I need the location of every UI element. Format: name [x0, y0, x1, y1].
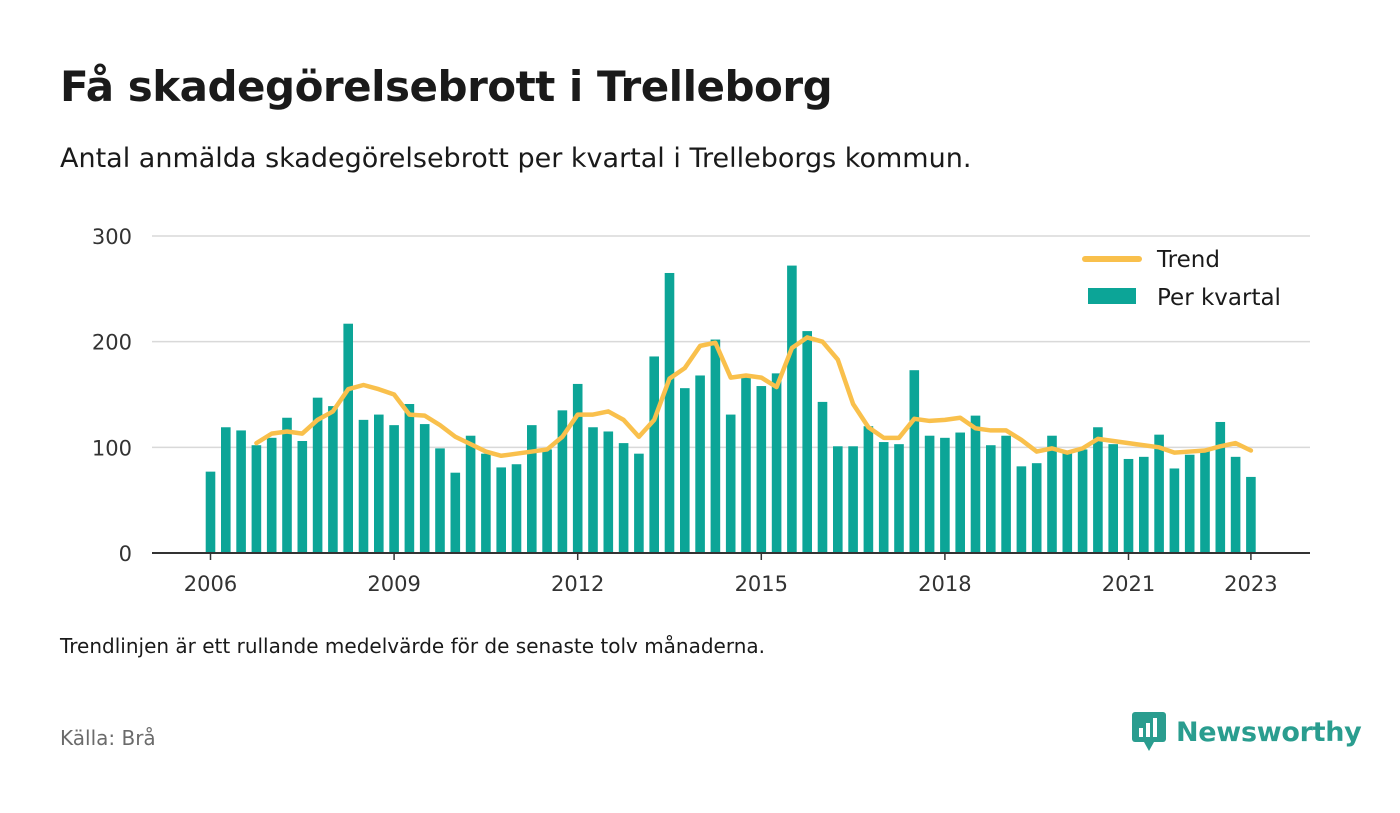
- chart-title: Få skadegörelsebrott i Trelleborg: [60, 62, 833, 111]
- bar: [787, 265, 797, 553]
- bar: [1200, 450, 1210, 553]
- bar: [1077, 449, 1088, 553]
- trend-line: [254, 335, 1254, 459]
- y-tick-label: 200: [92, 331, 132, 355]
- bar: [1154, 434, 1164, 553]
- bar: [1031, 463, 1042, 553]
- bar: [741, 374, 751, 553]
- legend: Trend Per kvartal: [1082, 247, 1281, 311]
- bar: [236, 430, 246, 553]
- bar: [1093, 427, 1103, 553]
- bar: [1108, 444, 1118, 553]
- bar: [817, 401, 828, 553]
- bar: [863, 426, 874, 553]
- bar: [649, 356, 659, 553]
- x-tick-label: 2021: [1102, 572, 1155, 596]
- bar: [1215, 421, 1226, 553]
- brand-logo[interactable]: Newsworthy: [1132, 712, 1362, 752]
- x-tick-label: 2023: [1224, 572, 1277, 596]
- chart-subtitle: Antal anmälda skadegörelsebrott per kvar…: [60, 143, 972, 174]
- x-tick-label: 2009: [367, 572, 420, 596]
- bar: [328, 406, 338, 553]
- bar: [221, 427, 231, 553]
- bar: [282, 417, 292, 553]
- bar: [435, 448, 445, 553]
- x-axis: 2006 2009 2012 2015 2018 2021 2023: [152, 552, 1310, 596]
- bar: [511, 464, 522, 553]
- bar: [527, 425, 537, 553]
- bar: [802, 331, 812, 553]
- bar: [496, 467, 506, 553]
- x-tick-label: 2012: [551, 572, 604, 596]
- bar: [1123, 458, 1134, 553]
- y-tick-label: 300: [92, 225, 132, 249]
- bar: [878, 442, 889, 553]
- bar: [251, 445, 262, 553]
- bar: [266, 437, 277, 553]
- trend-line-group: [254, 335, 1254, 459]
- bar: [695, 375, 705, 553]
- bar: [634, 453, 644, 553]
- y-tick-label: 0: [119, 542, 132, 566]
- bar: [940, 437, 950, 553]
- bar: [542, 449, 552, 553]
- bar: [389, 425, 399, 553]
- bar: [1047, 435, 1057, 553]
- x-tick-label: 2018: [918, 572, 971, 596]
- bar: [450, 472, 461, 553]
- bar: [1184, 454, 1195, 553]
- bar: [1230, 456, 1241, 553]
- bar: [1246, 476, 1256, 553]
- bar: [725, 414, 736, 553]
- bar: [343, 323, 353, 553]
- bar: [572, 383, 583, 553]
- y-tick-label: 100: [92, 436, 132, 460]
- bar: [848, 446, 858, 553]
- bar: [312, 397, 323, 553]
- legend-per-kvartal-label: Per kvartal: [1157, 285, 1281, 311]
- bar: [205, 471, 216, 553]
- bar: [1001, 435, 1011, 553]
- bar: [894, 444, 904, 553]
- bar: [603, 431, 614, 553]
- legend-per-kvartal-swatch: [1088, 288, 1136, 304]
- legend-trend-label: Trend: [1156, 247, 1220, 273]
- x-tick-label: 2015: [735, 572, 788, 596]
- bar: [986, 445, 996, 553]
- bar: [297, 440, 308, 553]
- newsworthy-logo-icon: [1132, 712, 1166, 751]
- bar: [833, 446, 843, 553]
- bar: [1062, 452, 1073, 553]
- bars-per-kvartal: [205, 265, 1256, 553]
- bar: [618, 443, 629, 553]
- bar: [771, 373, 782, 553]
- trend-note: Trendlinjen är ett rullande medelvärde f…: [60, 634, 766, 658]
- bar: [1139, 456, 1149, 553]
- x-tick-label: 2006: [184, 572, 237, 596]
- bar: [955, 432, 965, 553]
- bar: [710, 339, 721, 553]
- bar: [358, 419, 369, 553]
- bar: [374, 414, 384, 553]
- bar: [465, 435, 476, 553]
- bar: [557, 410, 568, 553]
- bar: [664, 272, 675, 553]
- brand-name: Newsworthy: [1176, 716, 1362, 748]
- bar: [1016, 466, 1027, 553]
- bar: [680, 388, 690, 553]
- bar: [419, 424, 430, 553]
- bar: [1169, 468, 1180, 553]
- bar: [756, 386, 767, 553]
- bar: [924, 435, 935, 553]
- bar: [909, 370, 920, 553]
- bar: [404, 404, 415, 553]
- source-text: Källa: Brå: [60, 726, 156, 750]
- bar: [588, 427, 598, 553]
- bar: [970, 415, 981, 553]
- bar: [481, 453, 491, 553]
- y-axis: 0 100 200 300: [92, 225, 132, 566]
